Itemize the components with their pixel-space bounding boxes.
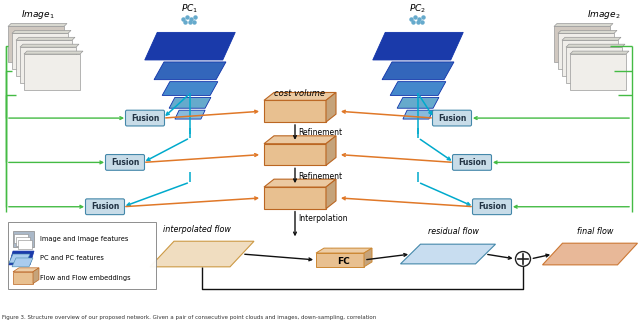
Polygon shape — [264, 179, 336, 187]
Polygon shape — [8, 26, 64, 62]
FancyBboxPatch shape — [8, 222, 156, 289]
Text: cost volume: cost volume — [275, 90, 326, 99]
Polygon shape — [554, 24, 613, 26]
Polygon shape — [13, 272, 33, 284]
Polygon shape — [162, 82, 218, 95]
Polygon shape — [33, 268, 39, 284]
Polygon shape — [264, 187, 326, 209]
Polygon shape — [543, 243, 637, 265]
Text: Image and Image features: Image and Image features — [40, 236, 129, 242]
Polygon shape — [24, 51, 83, 54]
Polygon shape — [382, 62, 454, 80]
FancyBboxPatch shape — [433, 110, 472, 126]
Polygon shape — [8, 24, 67, 26]
Polygon shape — [264, 144, 326, 166]
Text: Refinement: Refinement — [298, 128, 342, 137]
Polygon shape — [570, 54, 626, 90]
FancyBboxPatch shape — [472, 199, 511, 215]
Polygon shape — [20, 47, 76, 83]
Text: Fusion: Fusion — [478, 202, 506, 211]
Polygon shape — [264, 100, 326, 122]
Polygon shape — [13, 232, 34, 247]
Polygon shape — [397, 97, 439, 108]
Polygon shape — [24, 54, 80, 90]
Polygon shape — [16, 40, 72, 76]
FancyBboxPatch shape — [125, 110, 164, 126]
Text: final flow: final flow — [577, 227, 613, 236]
Polygon shape — [401, 244, 495, 264]
Text: residual flow: residual flow — [428, 227, 479, 236]
Text: Interpolation: Interpolation — [298, 214, 348, 223]
Polygon shape — [145, 33, 236, 60]
Polygon shape — [326, 136, 336, 166]
Polygon shape — [316, 253, 364, 267]
Polygon shape — [18, 240, 32, 249]
Polygon shape — [150, 241, 254, 267]
Polygon shape — [372, 33, 463, 60]
Polygon shape — [558, 33, 614, 69]
Polygon shape — [264, 136, 336, 144]
Text: Fusion: Fusion — [91, 202, 119, 211]
Polygon shape — [14, 234, 28, 243]
Polygon shape — [562, 37, 621, 40]
Polygon shape — [12, 33, 68, 69]
Polygon shape — [175, 110, 205, 119]
Polygon shape — [13, 268, 39, 272]
Polygon shape — [326, 92, 336, 122]
Polygon shape — [154, 62, 226, 80]
Text: FC: FC — [338, 257, 350, 266]
Text: $Image_2$: $Image_2$ — [588, 7, 621, 21]
Polygon shape — [558, 30, 617, 33]
Text: $Image_1$: $Image_1$ — [21, 7, 55, 21]
Polygon shape — [566, 47, 622, 83]
Polygon shape — [169, 97, 211, 108]
Text: Fusion: Fusion — [458, 158, 486, 167]
Text: Fusion: Fusion — [111, 158, 139, 167]
Polygon shape — [20, 44, 79, 47]
Text: PC and PC features: PC and PC features — [40, 255, 104, 261]
Text: Fusion: Fusion — [131, 114, 159, 123]
Polygon shape — [264, 92, 336, 100]
Circle shape — [515, 251, 531, 266]
Polygon shape — [316, 248, 372, 253]
Text: $PC_1$: $PC_1$ — [181, 2, 198, 14]
Polygon shape — [570, 51, 629, 54]
Polygon shape — [12, 258, 33, 267]
Polygon shape — [562, 40, 618, 76]
Text: Flow and Flow embeddings: Flow and Flow embeddings — [40, 275, 131, 281]
Polygon shape — [554, 26, 610, 62]
FancyBboxPatch shape — [86, 199, 125, 215]
Polygon shape — [326, 179, 336, 209]
Text: Refinement: Refinement — [298, 172, 342, 181]
Polygon shape — [9, 251, 34, 265]
Text: $PC_2$: $PC_2$ — [410, 2, 426, 14]
Text: interpolated flow: interpolated flow — [163, 225, 231, 234]
Text: Fusion: Fusion — [438, 114, 466, 123]
Polygon shape — [9, 254, 30, 263]
Polygon shape — [12, 30, 71, 33]
Text: Figure 3. Structure overview of our proposed network. Given a pair of consecutiv: Figure 3. Structure overview of our prop… — [2, 315, 376, 320]
Polygon shape — [364, 248, 372, 267]
Polygon shape — [16, 37, 75, 40]
FancyBboxPatch shape — [106, 155, 145, 170]
Text: FC: FC — [331, 248, 333, 249]
FancyBboxPatch shape — [452, 155, 492, 170]
Polygon shape — [390, 82, 446, 95]
Polygon shape — [566, 44, 625, 47]
Polygon shape — [403, 110, 433, 119]
Polygon shape — [16, 237, 30, 246]
